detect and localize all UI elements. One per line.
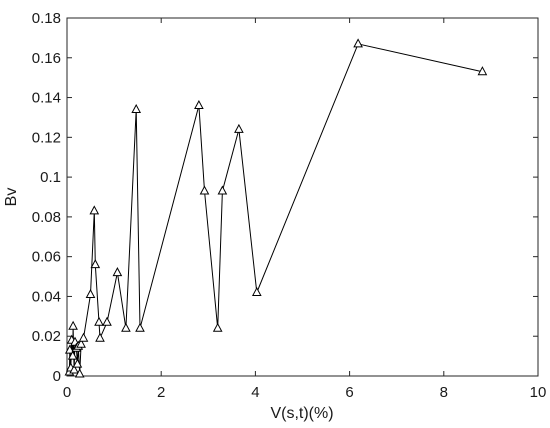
- y-tick-label: 0: [53, 368, 61, 385]
- data-point-triangle: [68, 320, 78, 330]
- data-point-triangle: [78, 332, 89, 342]
- y-tick-label: 0.02: [32, 328, 61, 345]
- data-point-triangle: [85, 288, 96, 298]
- axis-ticks: 0 2 4 6 8 10 0 0.02 0.04 0.06 0.08 0.1 0.12 0.14 0.16 0…: [32, 10, 547, 401]
- data-point-triangle: [477, 66, 488, 76]
- data-point-triangle: [90, 259, 101, 269]
- data-point-triangle: [135, 322, 145, 332]
- series-line: [68, 43, 483, 375]
- data-point-triangle: [67, 350, 78, 360]
- data-point-triangle: [251, 286, 262, 296]
- data-point-triangle: [353, 38, 363, 48]
- y-tick-label: 0.1: [40, 169, 61, 186]
- data-point-triangle: [89, 205, 100, 215]
- data-markers: [64, 38, 488, 378]
- x-tick-label: 4: [251, 384, 259, 401]
- data-point-triangle: [194, 99, 204, 109]
- data-point-triangle: [199, 185, 210, 195]
- y-tick-label: 0.04: [32, 288, 61, 305]
- data-point-triangle: [131, 103, 142, 113]
- y-tick-label: 0.08: [32, 209, 61, 226]
- plot-area-frame: [66, 17, 539, 377]
- data-point-triangle: [121, 322, 131, 332]
- data-point-triangle: [74, 368, 85, 378]
- x-tick-label: 8: [440, 384, 448, 401]
- data-point-triangle: [95, 332, 105, 342]
- x-tick-label: 2: [157, 384, 165, 401]
- x-tick-label: 0: [63, 384, 71, 401]
- y-tick-label: 0.14: [32, 90, 61, 107]
- data-point-triangle: [217, 185, 228, 195]
- data-point-triangle: [72, 358, 83, 368]
- data-point-triangle: [64, 344, 75, 354]
- data-point-triangle: [94, 316, 104, 326]
- data-point-triangle: [69, 364, 79, 374]
- data-point-triangle: [234, 123, 244, 133]
- x-tick-label: 10: [530, 384, 547, 401]
- y-tick-label: 0.16: [32, 50, 61, 67]
- y-tick-label: 0.12: [32, 129, 61, 146]
- x-tick-label: 6: [345, 384, 353, 401]
- y-axis-label: Bv: [3, 188, 20, 207]
- data-point-triangle: [102, 316, 112, 326]
- x-axis-label: V(s,t)(%): [270, 405, 333, 422]
- data-point-triangle: [212, 322, 223, 332]
- y-tick-label: 0.18: [32, 10, 61, 27]
- data-point-triangle: [76, 338, 86, 348]
- data-point-triangle: [112, 267, 123, 277]
- y-tick-label: 0.06: [32, 249, 61, 266]
